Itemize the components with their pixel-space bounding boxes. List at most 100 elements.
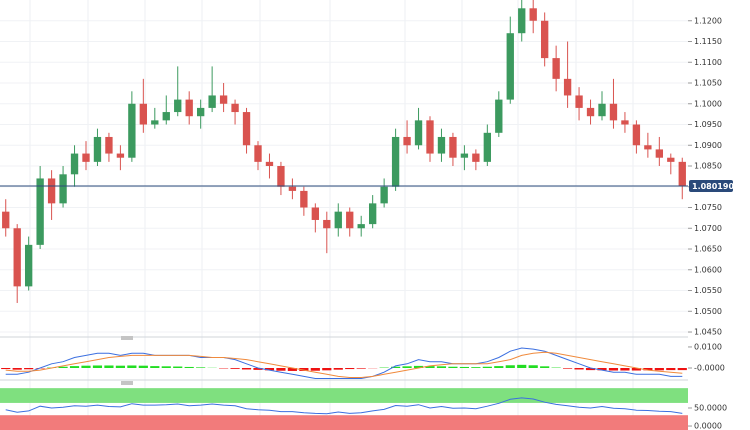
macd-bar	[391, 366, 401, 368]
candle-body	[518, 8, 526, 34]
macd-bar	[471, 367, 481, 368]
candle-body	[552, 58, 560, 79]
macd-bar	[448, 366, 458, 368]
candle-body	[151, 120, 159, 125]
macd-bar	[264, 368, 275, 371]
candle-body	[36, 178, 44, 245]
macd-bar	[287, 368, 297, 371]
y-tick-label: 1.0750	[694, 203, 722, 212]
macd-bar	[1, 368, 11, 370]
y-tick-label: 1.1150	[694, 37, 722, 46]
candle-body	[472, 153, 480, 162]
candle-body	[598, 103, 606, 117]
y-tick-label: 1.0550	[694, 286, 722, 295]
candle-body	[311, 207, 320, 220]
candle-body	[368, 203, 377, 225]
candle-body	[426, 120, 434, 154]
macd-bar	[173, 366, 183, 368]
macd-bar	[161, 366, 171, 368]
candle-body	[678, 161, 686, 186]
candle-body	[162, 112, 170, 121]
candle-body	[196, 107, 205, 117]
macd-bar	[333, 368, 343, 370]
macd-bar	[402, 366, 412, 368]
candle-body	[667, 157, 675, 162]
macd-line	[5, 347, 683, 379]
macd-line	[5, 351, 683, 378]
band	[0, 388, 688, 403]
candle-body	[575, 95, 583, 108]
macd-bar	[666, 368, 676, 371]
indicator-line	[5, 397, 683, 415]
candle-body	[323, 219, 331, 229]
y-tick-label: 1.0700	[694, 224, 722, 233]
macd-bar	[115, 365, 125, 368]
candle-body	[105, 136, 113, 154]
macd-bar	[654, 368, 664, 371]
macd-bar	[24, 368, 34, 370]
candle-body	[219, 95, 228, 104]
candle-body	[449, 136, 457, 158]
candle-body	[47, 178, 56, 204]
candle-body	[563, 78, 572, 96]
macd-bar	[253, 368, 263, 370]
current-price-box	[689, 179, 733, 192]
candle-body	[288, 186, 297, 191]
y-tick-label: 1.1000	[694, 99, 722, 108]
y-tick-label: 1.0600	[694, 265, 722, 274]
macd-bar	[459, 366, 469, 368]
macd-bar	[413, 365, 424, 368]
candle-body	[128, 103, 136, 158]
candle-body	[380, 186, 388, 204]
candle-body	[483, 132, 492, 162]
candle-body	[231, 103, 239, 113]
candle-body	[70, 153, 79, 175]
candle-body	[529, 8, 537, 21]
y-tick-label: 1.0850	[694, 162, 722, 171]
macd-bar	[540, 366, 550, 368]
candle-body	[242, 112, 251, 146]
macd-bar	[104, 365, 114, 368]
macd-bar	[631, 368, 641, 371]
candle-body	[621, 120, 629, 125]
candle-body	[24, 244, 33, 287]
y-tick-label: 1.0650	[694, 245, 722, 254]
candle-body	[346, 211, 354, 229]
macd-bar	[585, 368, 596, 371]
candle-body	[540, 20, 549, 59]
macd-bar	[677, 368, 687, 371]
candle-body	[357, 224, 365, 229]
macd-bar	[517, 364, 527, 368]
y-tick-label: 1.1100	[694, 58, 722, 67]
macd-bar	[322, 368, 332, 371]
candle-body	[185, 99, 193, 117]
macd-bar	[528, 365, 538, 368]
macd-bar	[81, 365, 91, 368]
macd-bar	[425, 366, 435, 368]
candle-body	[116, 153, 125, 158]
candle-body	[334, 211, 342, 229]
candle-body	[437, 136, 446, 154]
macd-bar	[436, 366, 447, 368]
y-tick-label: 1.0950	[694, 120, 722, 129]
y-tick-label: 1.0500	[694, 307, 722, 316]
macd-bar	[299, 368, 309, 371]
candle-body	[93, 136, 102, 162]
candle-body	[82, 153, 90, 162]
macd-bar	[12, 368, 22, 370]
candle-body	[2, 211, 10, 229]
candle-body	[139, 103, 148, 125]
y-tick-label: 1.0450	[694, 328, 722, 337]
macd-bar	[608, 368, 619, 371]
candle-body	[495, 99, 503, 133]
band	[0, 415, 688, 430]
macd-bar	[184, 366, 194, 368]
macd-bar	[241, 368, 252, 370]
candle-body	[414, 120, 423, 146]
macd-bar	[482, 366, 492, 368]
macd-bar	[196, 367, 206, 368]
candle-body	[59, 174, 67, 204]
macd-bar	[356, 368, 366, 369]
y-tick-label: -0.0000	[694, 364, 725, 373]
